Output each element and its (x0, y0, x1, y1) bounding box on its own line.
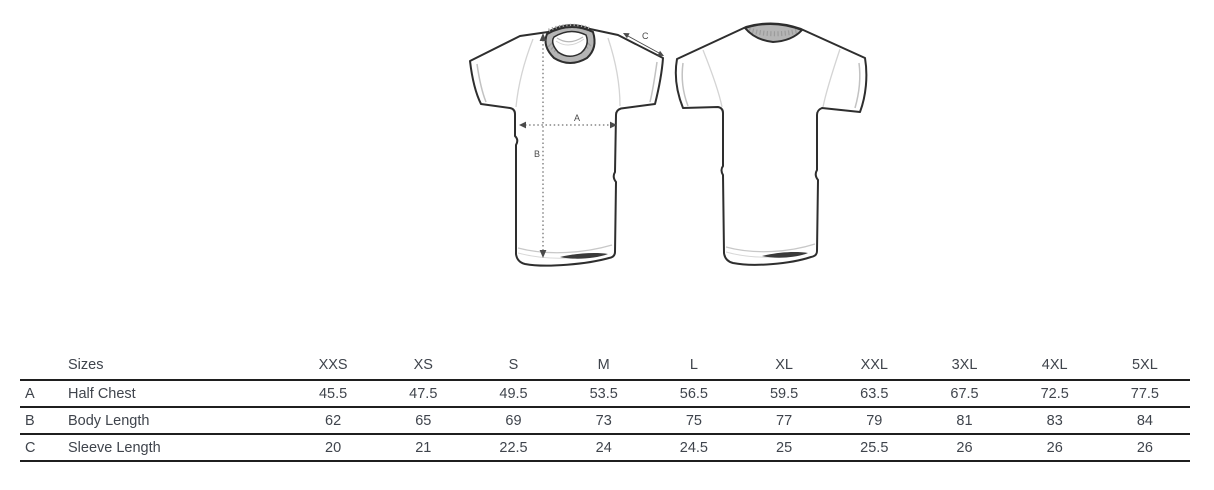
dimension-arrow-a: A (519, 113, 617, 129)
row-letter: C (25, 439, 36, 456)
header-sizes-label: Sizes (68, 357, 104, 373)
measure-value: 22.5 (499, 439, 528, 456)
measure-value: 81 (956, 412, 973, 429)
front-inner-collar-arc-2 (555, 38, 585, 46)
size-col-header: XS (413, 357, 433, 373)
measure-value: 59.5 (769, 385, 799, 402)
measure-value: 25 (776, 439, 793, 456)
dimension-arrow-b: B (534, 33, 547, 258)
size-col-header: M (597, 357, 610, 373)
measure-value: 25.5 (860, 439, 889, 456)
measure-value: 67.5 (950, 385, 979, 402)
back-right-armhole-seam (822, 48, 841, 108)
front-left-armhole-seam (515, 38, 534, 108)
front-neck-opening (551, 30, 588, 57)
front-hem-fold-shadow (560, 253, 608, 259)
size-col-header: XL (775, 357, 793, 373)
measure-value: 26 (1046, 439, 1063, 456)
dimension-label-c: C (642, 31, 649, 41)
measure-name: Half Chest (68, 385, 136, 402)
size-col-header: 4XL (1041, 357, 1068, 373)
back-left-cuff-seam (681, 62, 689, 107)
measure-value: 73 (595, 412, 612, 429)
row-letter: A (25, 385, 35, 402)
size-table: Sizes XXS XS S M L XL XXL 3XL 4XL 5XL A … (20, 351, 1190, 462)
front-body-outline (469, 24, 664, 267)
measure-value: 56.5 (679, 385, 708, 402)
tshirt-front-view: A B C (469, 23, 664, 267)
size-col-header: S (508, 357, 519, 373)
dimension-label-b: B (534, 149, 540, 159)
tshirt-back-view (674, 22, 868, 266)
measure-value: 26 (1136, 439, 1153, 456)
measure-value: 20 (325, 439, 342, 456)
size-col-header: XXL (860, 357, 888, 373)
size-col-header: L (689, 357, 698, 373)
tshirt-measurement-diagram: A B C (469, 22, 868, 267)
table-row-half-chest: A Half Chest 45.5 47.5 49.5 53.5 56.5 59… (20, 381, 1190, 408)
table-row-sleeve-length: C Sleeve Length 20 21 22.5 24 24.5 25 25… (20, 435, 1190, 462)
front-inner-collar-arc (556, 36, 584, 43)
size-table-header-row: Sizes XXS XS S M L XL XXL 3XL 4XL 5XL (20, 351, 1190, 381)
measure-value: 65 (415, 412, 432, 429)
measure-value: 26 (956, 439, 973, 456)
measure-value: 62 (325, 412, 342, 429)
front-hem-seam (517, 244, 613, 254)
back-right-cuff-seam (854, 62, 861, 109)
back-collar-rib-texture (748, 27, 799, 37)
measure-name: Sleeve Length (68, 439, 161, 456)
measure-value: 72.5 (1040, 385, 1069, 402)
measure-value: 24 (595, 439, 612, 456)
measure-value: 75 (685, 412, 702, 429)
front-collar-outline (544, 26, 596, 64)
measure-value: 79 (866, 412, 883, 429)
measure-value: 49.5 (499, 385, 528, 402)
row-letter: B (25, 412, 35, 429)
table-row-body-length: B Body Length 62 65 69 73 75 77 79 81 83… (20, 408, 1190, 435)
front-right-cuff-seam (649, 61, 658, 103)
measure-value: 83 (1046, 412, 1063, 429)
dimension-label-a: A (574, 113, 580, 123)
measure-value: 63.5 (860, 385, 889, 402)
front-right-armhole-seam (607, 37, 621, 107)
dimension-arrow-c: C (623, 31, 664, 56)
measure-value: 77.5 (1130, 385, 1159, 402)
measure-name: Body Length (68, 412, 150, 429)
back-left-armhole-seam (702, 49, 723, 108)
measure-value: 21 (415, 439, 432, 456)
measure-value: 47.5 (409, 385, 438, 402)
measure-value: 53.5 (589, 385, 618, 402)
measure-value: 84 (1136, 412, 1153, 429)
measure-value: 77 (776, 412, 793, 429)
size-col-header: XXS (318, 357, 348, 373)
size-col-header: 5XL (1131, 357, 1158, 373)
back-hem-seam (725, 243, 816, 253)
front-left-cuff-seam (476, 63, 487, 103)
back-collar-outline (743, 23, 804, 44)
back-body-outline (674, 22, 868, 266)
size-col-header: 3XL (951, 357, 978, 373)
measure-value: 24.5 (679, 439, 708, 456)
measure-value: 69 (505, 412, 522, 429)
back-hem-fold-shadow (762, 252, 808, 258)
measure-value: 45.5 (318, 385, 348, 402)
